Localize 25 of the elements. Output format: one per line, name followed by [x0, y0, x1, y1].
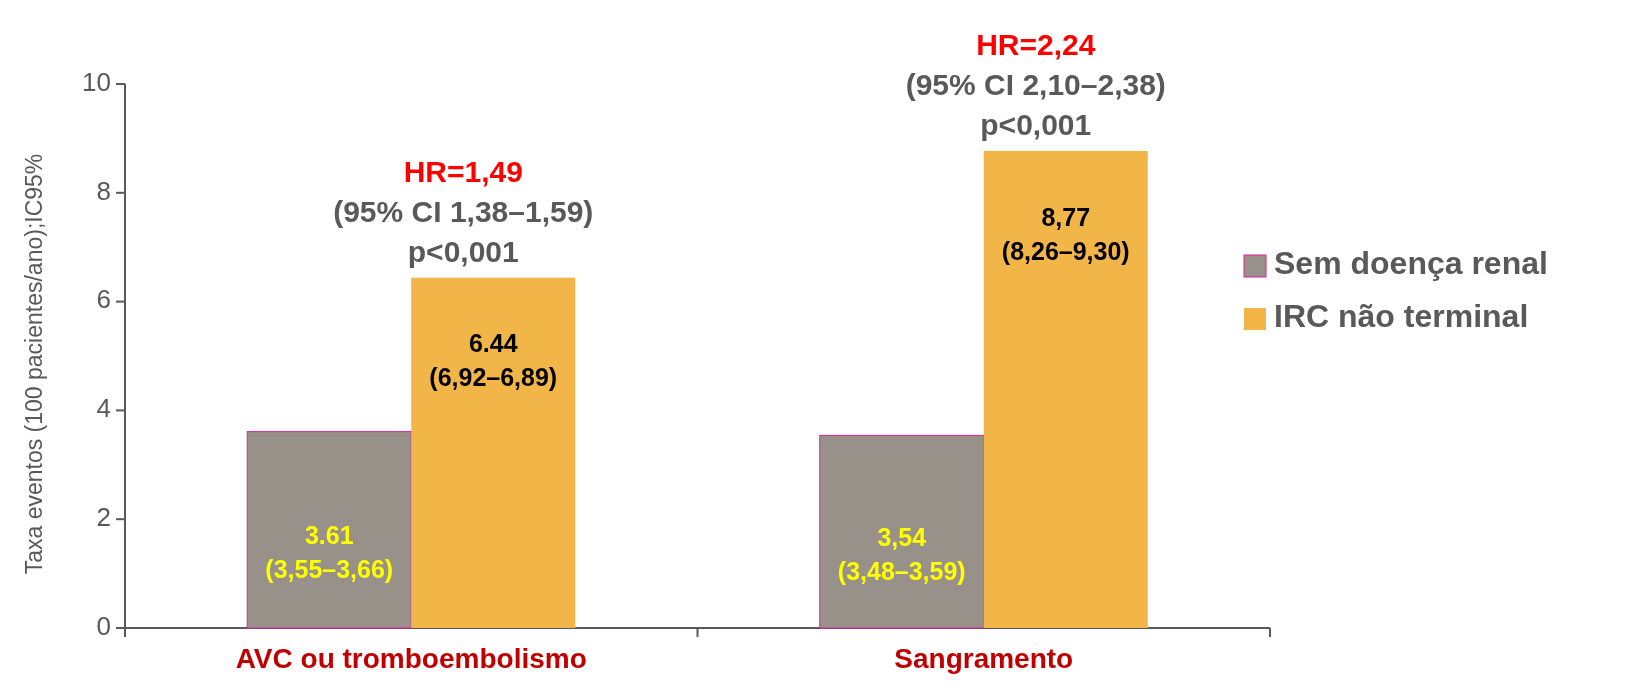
x-tick-label: AVC ou tromboembolismo: [235, 643, 587, 674]
bar: [819, 434, 985, 629]
y-tick-label: 2: [96, 502, 111, 533]
y-tick-label: 8: [96, 175, 111, 206]
annotation: HR=1,49: [403, 154, 523, 188]
data-label: 6.44 (6,92–6,89): [429, 329, 558, 392]
x-tick-label: Sangramento: [894, 643, 1074, 674]
annotation: (95% CI 1,38–1,59): [333, 194, 594, 228]
annotation: p<0,001: [407, 234, 519, 268]
y-axis-title: Taxa eventos (100 pacientes/ano);IC95%: [21, 153, 47, 575]
annotation: (95% CI 2,10–2,38): [905, 67, 1166, 101]
y-tick-label: 4: [96, 393, 111, 424]
legend-label: Sem doença renal: [1274, 245, 1548, 282]
text: HR=2,24: [976, 27, 1096, 61]
legend-label: IRC não terminal: [1274, 298, 1529, 335]
annotation: p<0,001: [980, 107, 1092, 141]
data-label: 8,77 (8,26–9,30): [1001, 202, 1130, 265]
y-tick-label: 0: [96, 610, 111, 641]
y-tick-label: 10: [82, 66, 111, 97]
bar: [411, 277, 576, 628]
bar: [983, 150, 1148, 628]
data-label: 3,54 (3,48–3,59): [837, 523, 966, 586]
bar: [246, 431, 412, 629]
data-label: 3.61 (3,55–3,66): [265, 521, 394, 584]
y-tick-label: 6: [96, 284, 111, 315]
